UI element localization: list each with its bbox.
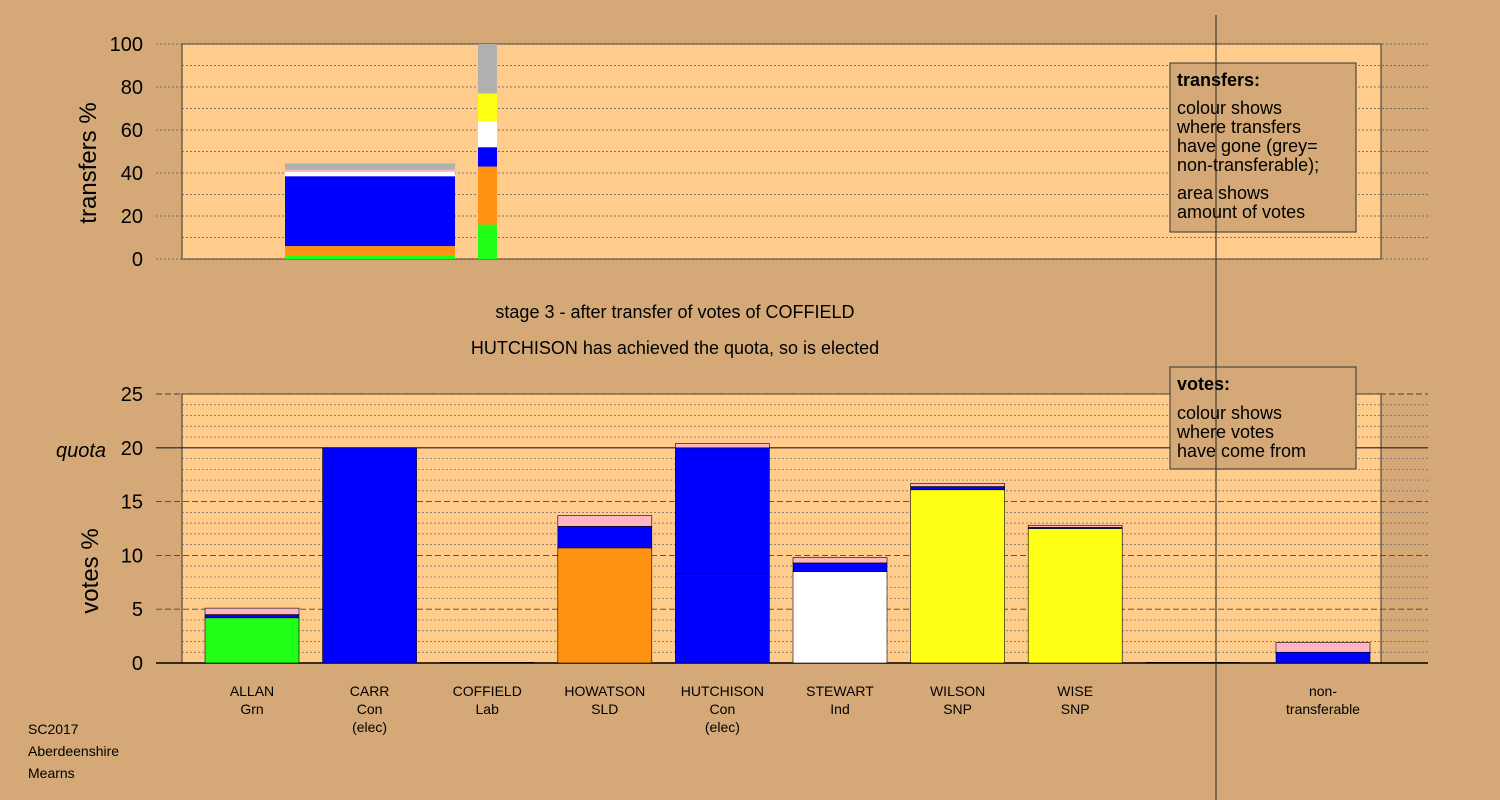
transfers-y-tick-label: 80	[121, 77, 143, 99]
votes-legend-line: colour shows	[1177, 403, 1282, 423]
candidate-bar-segment	[910, 489, 1005, 664]
candidate-bar-segment	[910, 486, 1005, 491]
transfer-flow-segment	[285, 169, 455, 172]
votes-y-tick-label: 20	[121, 438, 143, 460]
transfers-legend-line: non-transferable);	[1177, 155, 1319, 175]
non-transferable-bar-segment	[1275, 642, 1371, 653]
candidate-label: (elec)	[705, 719, 740, 735]
candidate-bar-segment	[1027, 524, 1123, 528]
votes-x-labels: ALLAN Grn CARR Con (elec) COFFIELD Lab HOWATSON…	[230, 683, 1360, 735]
stage-title: stage 3 - after transfer of votes of COF…	[495, 302, 854, 322]
votes-legend-title: votes:	[1177, 374, 1230, 394]
candidate-label: Ind	[830, 701, 849, 717]
footer-line: Mearns	[28, 765, 75, 781]
transfer-summary-segment	[478, 166, 497, 225]
candidate-bar-segment	[557, 526, 653, 549]
transfers-y-tick-label: 0	[132, 249, 143, 271]
candidate-bar-segment	[792, 557, 888, 564]
candidate-bar-segment	[792, 571, 888, 664]
candidate-label: SNP	[943, 701, 972, 717]
transfers-legend-box	[1169, 62, 1357, 233]
transfers-y-axis-label: transfers %	[75, 102, 102, 223]
transfer-summary-segment	[478, 224, 497, 259]
votes-y-axis-label: votes %	[77, 528, 104, 613]
votes-legend-line: where votes	[1176, 422, 1274, 442]
quota-label: quota	[56, 440, 106, 462]
candidate-bar-segment	[204, 607, 300, 615]
votes-y-tick-label: 25	[121, 384, 143, 406]
transfers-y-tick-label: 20	[121, 206, 143, 228]
votes-y-tick-label: 0	[132, 653, 143, 675]
footer-line: SC2017	[28, 721, 79, 737]
transfer-summary-segment	[478, 147, 497, 167]
candidate-label: Grn	[240, 701, 263, 717]
non-transferable-label: transferable	[1286, 701, 1360, 717]
transfers-panel: 0 20 40 60 80 100 transfers % transfers: colo…	[75, 34, 1428, 271]
candidate-bar-segment	[675, 447, 770, 574]
votes-panel: 0 5 10 15 20 25 votes % quota ALLAN Grn CARR Con…	[56, 366, 1428, 735]
candidate-label: ALLAN	[230, 683, 274, 699]
votes-legend-line: have come from	[1177, 441, 1306, 461]
votes-y-axis: 0 5 10 15 20 25	[121, 384, 143, 675]
candidate-label: HOWATSON	[564, 683, 645, 699]
candidate-label: SNP	[1061, 701, 1090, 717]
transfer-flow-segment	[285, 176, 455, 247]
candidate-bar-segment	[204, 617, 300, 664]
candidate-label: CARR	[350, 683, 390, 699]
votes-legend: votes: colour shows where votes have com…	[1169, 366, 1357, 470]
footer-line: Aberdeenshire	[28, 743, 119, 759]
transfers-legend-line: amount of votes	[1177, 202, 1305, 222]
transfers-legend-line: have gone (grey=	[1177, 136, 1318, 156]
candidate-label: Con	[710, 701, 736, 717]
transfer-flow-segment	[285, 171, 455, 177]
stage-result: HUTCHISON has achieved the quota, so is …	[471, 338, 879, 358]
transfers-y-tick-label: 60	[121, 120, 143, 142]
candidate-label: COFFIELD	[453, 683, 522, 699]
candidate-bar-segment	[204, 614, 300, 619]
candidate-label: SLD	[591, 701, 618, 717]
votes-y-tick-label: 15	[121, 492, 143, 514]
transfers-legend-title: transfers:	[1177, 70, 1260, 90]
candidate-label: STEWART	[806, 683, 874, 699]
transfer-flow-segment	[285, 255, 455, 259]
candidate-bar-segment	[322, 447, 417, 664]
transfer-flow-segment	[285, 163, 455, 170]
candidate-label: HUTCHISON	[681, 683, 764, 699]
transfers-y-tick-label: 40	[121, 163, 143, 185]
votes-bars	[204, 443, 1371, 664]
candidate-label: WISE	[1057, 683, 1093, 699]
non-transferable-bar-segment	[1275, 651, 1371, 664]
candidate-bar-segment	[675, 443, 770, 449]
transfers-legend-line: where transfers	[1176, 117, 1301, 137]
transfers-bars	[285, 44, 497, 259]
transfers-y-tick-label: 100	[110, 34, 143, 56]
candidate-label: WILSON	[930, 683, 985, 699]
transfers-y-axis: 0 20 40 60 80 100	[110, 34, 182, 271]
candidate-bar-segment	[910, 483, 1005, 487]
transfers-legend-line: colour shows	[1177, 98, 1282, 118]
votes-legend-box	[1169, 366, 1357, 470]
transfer-summary-segment	[478, 44, 497, 94]
transfers-legend-line: area shows	[1177, 183, 1269, 203]
candidate-label: (elec)	[352, 719, 387, 735]
candidate-bar-segment	[1027, 528, 1123, 664]
candidate-bar-segment	[675, 573, 770, 664]
votes-y-tick-label: 5	[132, 599, 143, 621]
candidate-label: Lab	[476, 701, 500, 717]
transfers-legend: transfers: colour shows where transfers …	[1169, 62, 1357, 233]
candidate-bar-segment	[557, 547, 653, 664]
transfer-flow-segment	[285, 246, 455, 256]
candidate-bar-segment	[792, 562, 888, 572]
votes-y-tick-label: 10	[121, 545, 143, 567]
non-transferable-label: non-	[1309, 683, 1337, 699]
transfer-summary-segment	[478, 121, 497, 148]
candidate-bar-segment	[557, 515, 653, 527]
transfer-summary-segment	[478, 93, 497, 122]
candidate-label: Con	[357, 701, 383, 717]
